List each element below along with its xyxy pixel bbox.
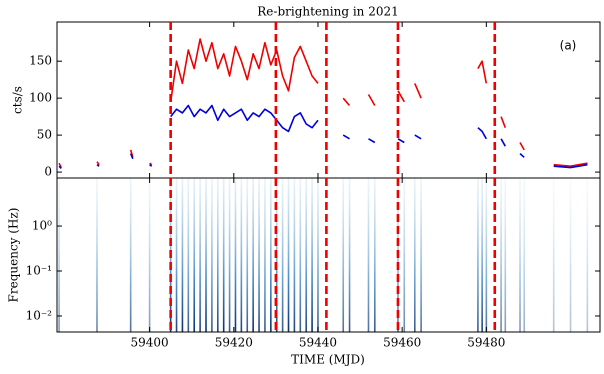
y-axis-label: cts/s bbox=[11, 86, 25, 114]
spectrum-stripe bbox=[193, 178, 196, 332]
spectrum-stripe bbox=[299, 178, 302, 332]
y-tick-label: 0 bbox=[44, 165, 52, 179]
spectrum-stripe bbox=[500, 178, 502, 332]
chart-title: Re-brightening in 2021 bbox=[257, 5, 399, 19]
x-tick-label: 59400 bbox=[131, 336, 169, 350]
spectrum-stripe bbox=[293, 178, 296, 332]
spectrum-stripe bbox=[246, 178, 249, 332]
spectrum-stripe bbox=[477, 178, 479, 332]
y-tick-label: 150 bbox=[29, 54, 52, 68]
spectrum-stripe bbox=[374, 178, 376, 332]
y-tick-label: 50 bbox=[37, 128, 52, 142]
spectrum-stripe bbox=[181, 178, 184, 332]
x-tick-label: 59480 bbox=[467, 336, 505, 350]
y-tick-label: 100 bbox=[29, 91, 52, 105]
axes-frame bbox=[56, 21, 601, 179]
x-tick-label: 59420 bbox=[215, 336, 253, 350]
spectrum-stripe bbox=[519, 178, 521, 332]
spectrum-stripe bbox=[240, 178, 243, 332]
spectrum-stripe bbox=[211, 178, 213, 332]
spectrum-stripe bbox=[228, 178, 231, 332]
spectrum-stripe bbox=[523, 178, 526, 332]
spectrum-stripe bbox=[348, 178, 351, 332]
spectrum-stripe bbox=[569, 178, 572, 332]
axes-frame bbox=[56, 177, 601, 333]
spectrum-stripe bbox=[403, 178, 406, 332]
spectrum-stripe bbox=[504, 178, 507, 332]
x-tick-label: 59460 bbox=[383, 336, 421, 350]
y-tick-label: 10⁰ bbox=[32, 219, 52, 233]
spectrum-stripe bbox=[58, 178, 60, 332]
spectrum-stripe bbox=[305, 178, 307, 332]
spectrum-stripe bbox=[413, 178, 416, 332]
y-tick-label: 10⁻¹ bbox=[26, 264, 52, 278]
x-tick-label: 59440 bbox=[299, 336, 337, 350]
spectrum-stripe bbox=[342, 178, 345, 332]
spectrum-stripe bbox=[258, 178, 260, 332]
spectrum-stripe bbox=[216, 178, 219, 332]
spectrum-stripe bbox=[367, 178, 370, 332]
spectrum-stripe bbox=[420, 178, 422, 332]
spectrum-stripe bbox=[481, 178, 483, 332]
spectrum-stripe bbox=[311, 178, 313, 332]
spectrum-stripe bbox=[129, 178, 132, 332]
spectrum-stripe bbox=[252, 178, 254, 332]
panel-label: (a) bbox=[560, 39, 577, 53]
spectrum-stripe bbox=[264, 178, 266, 332]
spectrum-stripe bbox=[317, 178, 319, 332]
spectrum-stripe bbox=[281, 178, 284, 332]
spectrum-stripe bbox=[205, 178, 207, 332]
data-line bbox=[58, 38, 588, 168]
spectrum-stripe bbox=[199, 178, 201, 332]
y-tick-label: 10⁻² bbox=[26, 308, 53, 322]
spectrum-stripe bbox=[586, 178, 589, 332]
spectrum-stripe bbox=[287, 178, 290, 332]
spectrum-stripe bbox=[148, 178, 151, 332]
spectrum-stripe bbox=[234, 178, 237, 332]
spectrum-stripe bbox=[552, 178, 555, 332]
spectrum-stripe bbox=[187, 178, 190, 332]
x-axis-label: TIME (MJD) bbox=[291, 353, 365, 367]
spectrum-stripe bbox=[485, 178, 488, 332]
spectrum-stripe bbox=[175, 178, 178, 332]
spectrum-stripe bbox=[96, 178, 98, 332]
data-line bbox=[58, 104, 588, 169]
spectrum-stripe bbox=[270, 178, 272, 332]
spectrum-stripe bbox=[222, 178, 225, 332]
y-axis-label: Frequency (Hz) bbox=[7, 208, 21, 303]
